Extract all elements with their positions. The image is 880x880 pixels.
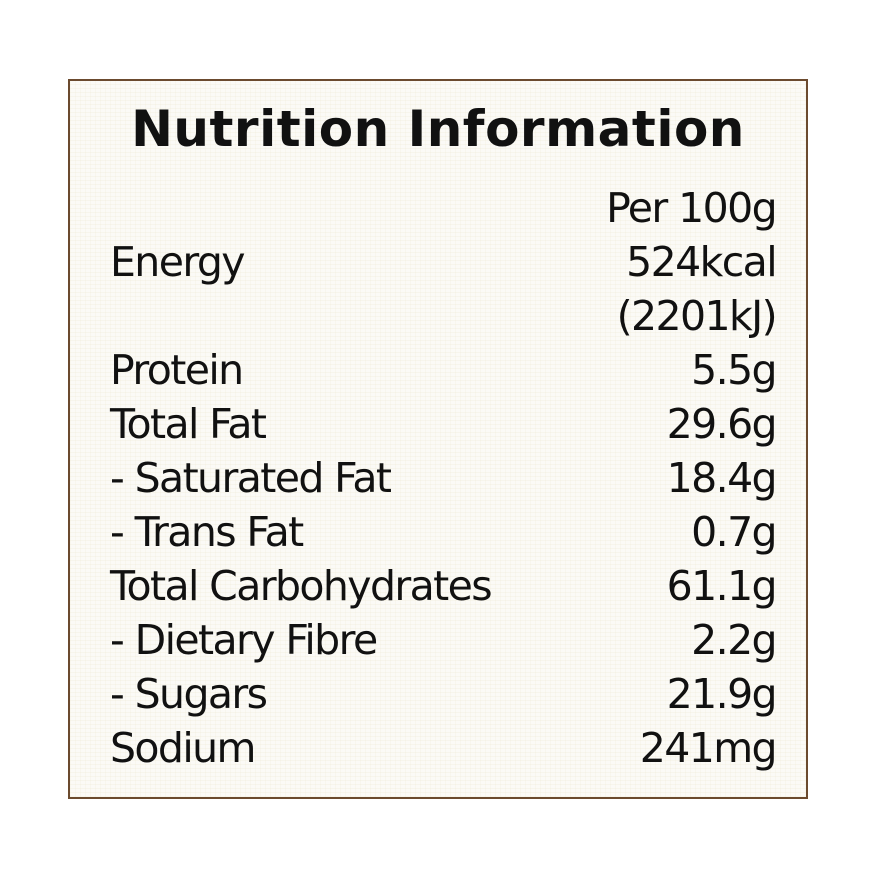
nutrient-row-energy: Energy 524kcal bbox=[110, 235, 778, 289]
nutrient-value: 18.4g bbox=[666, 454, 778, 502]
nutrient-value: 0.7g bbox=[691, 508, 777, 556]
nutrient-table: Per 100g Energy 524kcal (2201kJ) Protein… bbox=[110, 181, 778, 775]
nutrient-row-sugars: - Sugars 21.9g bbox=[110, 667, 778, 721]
label-title: Nutrition Information bbox=[131, 100, 745, 158]
nutrient-name: Total Fat bbox=[110, 400, 267, 448]
nutrient-name: - Dietary Fibre bbox=[110, 616, 378, 664]
nutrient-value: (2201kJ) bbox=[616, 292, 778, 340]
nutrient-value: 2.2g bbox=[691, 616, 777, 664]
nutrient-row-protein: Protein 5.5g bbox=[110, 343, 778, 397]
nutrient-row-total-fat: Total Fat 29.6g bbox=[110, 397, 778, 451]
nutrient-value: 29.6g bbox=[666, 400, 778, 448]
nutrient-name: Protein bbox=[110, 346, 244, 394]
nutrient-name: Total Carbohydrates bbox=[110, 562, 493, 610]
nutrient-name: - Trans Fat bbox=[110, 508, 304, 556]
nutrient-row-trans-fat: - Trans Fat 0.7g bbox=[110, 505, 778, 559]
nutrient-value: 61.1g bbox=[666, 562, 778, 610]
nutrient-value: 524kcal bbox=[626, 238, 777, 286]
nutrient-row-total-carbohydrates: Total Carbohydrates 61.1g bbox=[110, 559, 778, 613]
nutrient-name: - Sugars bbox=[110, 670, 268, 718]
nutrition-label: Nutrition Information Per 100g Energy 52… bbox=[68, 79, 808, 799]
nutrient-value: 5.5g bbox=[691, 346, 777, 394]
nutrient-row-sodium: Sodium 241mg bbox=[110, 721, 778, 775]
nutrient-value: 241mg bbox=[639, 724, 778, 772]
nutrient-name: Energy bbox=[110, 238, 246, 286]
nutrient-name: - Saturated Fat bbox=[110, 454, 392, 502]
nutrient-row-energy-kj: (2201kJ) bbox=[110, 289, 778, 343]
nutrient-value: 21.9g bbox=[666, 670, 778, 718]
per-header-row: Per 100g bbox=[110, 181, 777, 235]
nutrient-name: Sodium bbox=[110, 724, 256, 772]
nutrient-row-dietary-fibre: - Dietary Fibre 2.2g bbox=[110, 613, 778, 667]
per-header: Per 100g bbox=[606, 184, 777, 232]
nutrient-row-saturated-fat: - Saturated Fat 18.4g bbox=[110, 451, 778, 505]
